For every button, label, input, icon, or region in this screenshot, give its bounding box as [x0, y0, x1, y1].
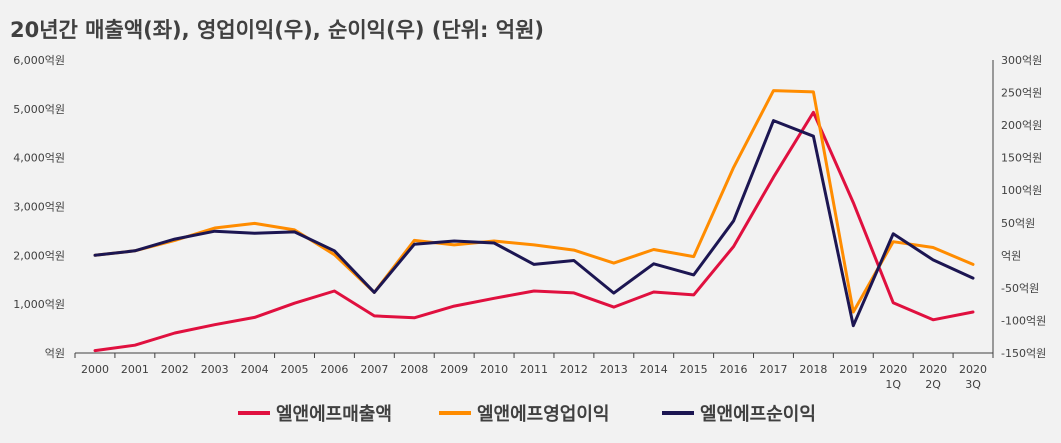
- x-tick-label: 2001: [121, 363, 149, 376]
- y-left-tick-label: 5,000억원: [13, 103, 65, 116]
- legend-label-3: 엘앤에프순이익: [700, 404, 816, 425]
- x-tick-label: 2018: [799, 363, 827, 376]
- y-right-tick-label: 억원: [1001, 249, 1021, 262]
- y-right-tick-label: -100억원: [1001, 314, 1046, 327]
- series-line-3: [93, 119, 975, 328]
- x-tick-label: 2004: [241, 363, 269, 376]
- y-right-tick-label: -50억원: [1001, 282, 1039, 295]
- x-tick-label: 2012: [560, 363, 588, 376]
- x-tick-label: 2020 3Q: [959, 363, 987, 391]
- y-left-tick-label: 3,000억원: [13, 201, 65, 214]
- x-tick-label: 2006: [320, 363, 348, 376]
- x-tick-label: 2019: [839, 363, 867, 376]
- legend-label-1: 엘앤에프매출액: [276, 404, 392, 425]
- x-tick-label: 2002: [161, 363, 189, 376]
- y-left-tick-label: 6,000억원: [13, 54, 65, 67]
- x-tick-label: 2003: [201, 363, 229, 376]
- y-left-tick-label: 1,000억원: [13, 298, 65, 311]
- series-line-1: [93, 110, 975, 353]
- y-left-tick-label: 4,000억원: [13, 152, 65, 165]
- y-right-tick-label: 150억원: [1001, 152, 1042, 165]
- x-tick-label: 2011: [520, 363, 548, 376]
- x-tick-label: 2013: [600, 363, 628, 376]
- y-left-tick-label: 억원: [45, 347, 65, 360]
- y-right-tick-label: 250억원: [1001, 87, 1042, 100]
- x-tick-label: 2005: [281, 363, 309, 376]
- x-tick-label: 2007: [360, 363, 388, 376]
- y-right-tick-label: 100억원: [1001, 184, 1042, 197]
- x-tick-label: 2017: [759, 363, 787, 376]
- series-line-2: [93, 89, 975, 314]
- x-tick-label: 2020 2Q: [919, 363, 947, 391]
- y-right-tick-label: 200억원: [1001, 119, 1042, 132]
- y-right-tick-label: 50억원: [1001, 217, 1035, 230]
- x-tick-label: 2014: [640, 363, 668, 376]
- x-tick-label: 2008: [400, 363, 428, 376]
- x-tick-label: 2000: [81, 363, 109, 376]
- x-tick-label: 2010: [480, 363, 508, 376]
- x-tick-label: 2020 1Q: [879, 363, 907, 391]
- y-right-tick-label: 300억원: [1001, 54, 1042, 67]
- x-tick-label: 2015: [680, 363, 708, 376]
- y-right-tick-label: -150억원: [1001, 347, 1046, 360]
- chart-title: 20년간 매출액(좌), 영업이익(우), 순이익(우) (단위: 억원): [10, 18, 544, 42]
- x-tick-label: 2016: [720, 363, 748, 376]
- x-tick-label: 2009: [440, 363, 468, 376]
- y-left-tick-label: 2,000억원: [13, 249, 65, 262]
- legend-label-2: 엘앤에프영업이익: [477, 404, 609, 425]
